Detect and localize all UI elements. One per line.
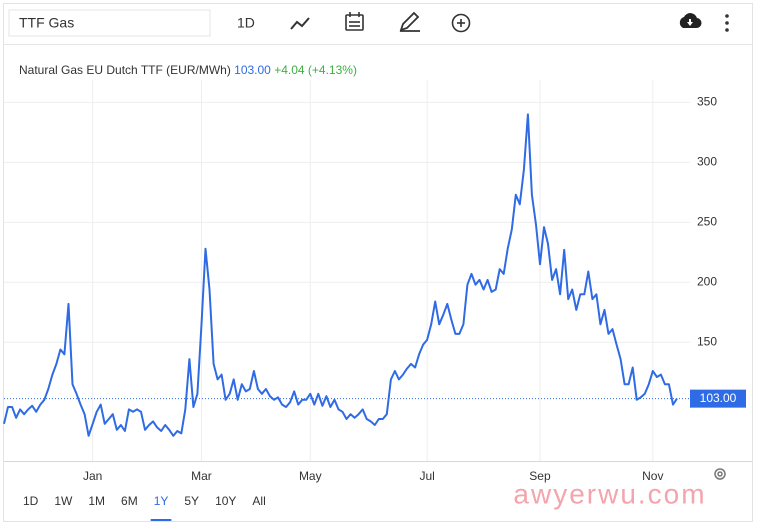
settings-icon[interactable] <box>714 468 726 480</box>
download-icon[interactable] <box>679 13 702 29</box>
x-tick-label: Sep <box>529 469 551 483</box>
x-tick-label: Jul <box>419 469 434 483</box>
range-button[interactable]: 6M <box>121 494 138 508</box>
add-indicator-icon[interactable] <box>451 13 471 33</box>
price-line <box>3 113 678 437</box>
change-pct-text: (+4.13%) <box>308 63 357 77</box>
change-text: +4.04 <box>274 63 305 77</box>
last-price-label: 103.00 <box>700 391 737 405</box>
range-button[interactable]: 1M <box>88 494 105 508</box>
range-button[interactable]: All <box>252 494 265 508</box>
draw-icon[interactable] <box>399 11 420 32</box>
chart-title: Natural Gas EU Dutch TTF (EUR/MWh) 103.0… <box>19 63 357 77</box>
range-button[interactable]: 1Y <box>154 494 169 508</box>
x-tick-label: Jan <box>83 469 102 483</box>
calendar-icon[interactable] <box>345 12 364 31</box>
last-price-box <box>690 389 746 408</box>
frame <box>3 3 753 522</box>
search-box[interactable] <box>8 9 211 37</box>
more-icon[interactable] <box>725 14 729 32</box>
chart-type-icon[interactable] <box>290 17 310 30</box>
interval-button[interactable]: 1D <box>237 15 255 31</box>
range-button[interactable]: 1W <box>54 494 73 508</box>
x-tick-label: May <box>299 469 322 483</box>
y-tick-label: 300 <box>697 155 717 169</box>
plot: 150 200 250 300 350 Jan Mar May Jul Sep Nov 103.00 <box>3 80 746 483</box>
x-tick-label: Nov <box>642 469 663 483</box>
range-button[interactable]: 10Y <box>215 494 236 508</box>
price-text: 103.00 <box>234 63 271 77</box>
range-selector: 1D 1W 1M 6M 1Y 5Y 10Y All <box>23 494 266 521</box>
watermark: awyerwu.com <box>513 478 706 509</box>
y-tick-label: 350 <box>697 95 717 109</box>
y-tick-label: 250 <box>697 214 717 228</box>
x-tick-label: Mar <box>191 469 212 483</box>
title-text: Natural Gas EU Dutch TTF (EUR/MWh) <box>19 63 231 77</box>
y-tick-label: 150 <box>697 334 717 348</box>
range-button[interactable]: 1D <box>23 494 39 508</box>
range-button[interactable]: 5Y <box>184 494 199 508</box>
y-tick-label: 200 <box>697 274 717 288</box>
search-text[interactable]: TTF Gas <box>19 15 74 31</box>
